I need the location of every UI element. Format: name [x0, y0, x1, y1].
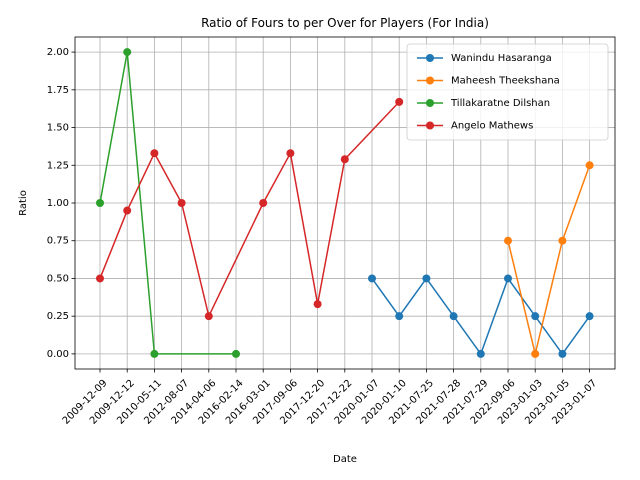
y-tick-label: 1.25: [47, 160, 69, 171]
legend-label: Angelo Mathews: [451, 121, 533, 132]
legend-marker: [426, 76, 434, 85]
series-line: [99, 51, 236, 355]
chart-title: Ratio of Fours to per Over for Players (…: [201, 16, 489, 30]
y-tick-label: 0.00: [47, 349, 69, 360]
series-maheesh-theekshana: [504, 161, 594, 358]
legend-label: Wanindu Hasaranga: [451, 53, 552, 64]
data-point: [150, 349, 159, 358]
data-point: [476, 349, 485, 358]
series-tillakaratne-dilshan: [96, 48, 240, 358]
data-point: [395, 312, 404, 321]
data-point: [96, 274, 104, 283]
data-point: [504, 236, 512, 245]
data-point: [96, 199, 104, 207]
data-point: [232, 349, 240, 358]
y-tick-label: 1.75: [47, 85, 69, 96]
y-tick-label: 1.00: [47, 198, 69, 209]
legend-item: Wanindu Hasaranga: [417, 53, 552, 64]
legend-box: [406, 43, 609, 141]
legend-marker: [426, 99, 434, 107]
data-point: [558, 349, 567, 358]
legend-label: Maheesh Theekshana: [451, 76, 560, 87]
y-axis: 0.00 0.25 0.50 0.75 1.00 1.25 1.50 1.75 2.00: [47, 47, 75, 360]
legend-marker: [426, 121, 434, 130]
data-point: [531, 312, 540, 321]
legend-label: Tillakaratne Dilshan: [450, 98, 550, 109]
legend: Wanindu Hasaranga Maheesh Theekshana Tilla…: [406, 43, 609, 141]
data-point: [368, 274, 376, 283]
y-tick-label: 0.50: [47, 273, 69, 284]
data-point: [585, 312, 594, 321]
data-point: [259, 199, 268, 207]
series-wanindu-hasaranga: [368, 274, 594, 358]
series-line: [99, 101, 400, 319]
data-point: [313, 300, 322, 309]
data-point: [286, 149, 295, 158]
data-point: [531, 349, 540, 358]
data-point: [177, 199, 186, 207]
data-point: [150, 149, 159, 158]
y-tick-label: 1.50: [47, 123, 69, 134]
plot-area: [96, 48, 594, 358]
data-point: [585, 161, 594, 170]
series-angelo-mathews: [96, 97, 404, 321]
series-line: [507, 165, 591, 355]
x-axis-label: Date: [333, 454, 357, 465]
data-point: [123, 48, 132, 57]
legend-marker: [426, 54, 434, 62]
data-point: [449, 312, 458, 321]
data-point: [340, 155, 349, 164]
data-point: [558, 236, 567, 245]
y-tick-label: 0.75: [47, 236, 69, 247]
data-point: [504, 274, 512, 283]
legend-item: Angelo Mathews: [417, 121, 533, 132]
legend-item: Maheesh Theekshana: [417, 76, 560, 87]
data-point: [395, 97, 404, 106]
y-tick-label: 2.00: [47, 47, 69, 58]
y-axis-label: Ratio: [18, 190, 29, 216]
data-point: [123, 206, 132, 215]
y-tick-label: 0.25: [47, 311, 69, 322]
data-point: [422, 274, 431, 283]
legend-item: Tillakaratne Dilshan: [417, 98, 550, 109]
data-point: [204, 312, 213, 321]
